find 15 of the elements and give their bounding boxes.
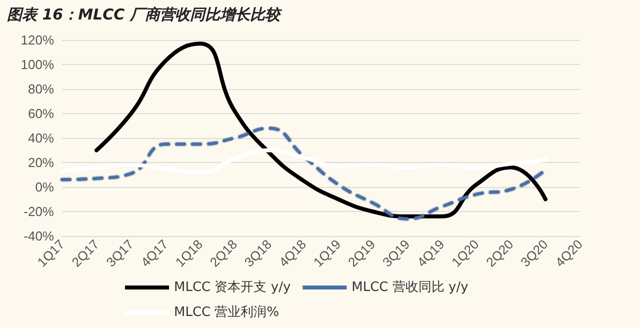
y-tick-label: 20% bbox=[28, 155, 54, 170]
y-tick-label: 100% bbox=[20, 57, 54, 72]
chart-title: 图表 16：MLCC 厂商营收同比增长比较 bbox=[7, 6, 283, 24]
line-series bbox=[94, 42, 548, 218]
y-tick-label: 40% bbox=[28, 130, 54, 146]
line-series bbox=[60, 148, 548, 174]
y-tick-label: -40% bbox=[24, 228, 54, 244]
y-tick-label: 60% bbox=[28, 106, 54, 121]
y-tick-label: -20% bbox=[24, 204, 54, 219]
y-tick-label: 0% bbox=[35, 180, 54, 194]
legend-label: MLCC 营收同比 y/y bbox=[352, 280, 469, 295]
y-tick-label: 120% bbox=[20, 32, 54, 48]
legend-label: MLCC 营业利润% bbox=[174, 305, 280, 320]
y-tick-label: 80% bbox=[28, 82, 54, 96]
legend-label: MLCC 资本开支 y/y bbox=[174, 280, 291, 295]
